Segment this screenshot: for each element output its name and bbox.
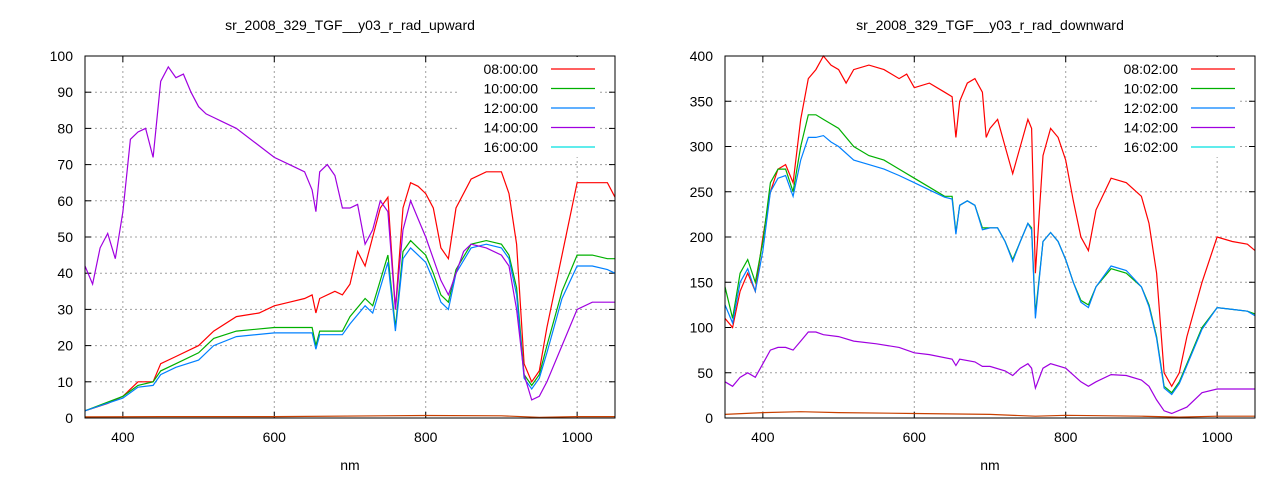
series-line-160200 [724, 411, 1255, 418]
series-line-080200 [724, 54, 1256, 388]
y-tick-label: 70 [57, 157, 73, 173]
y-tick-label: 90 [57, 84, 73, 100]
legend-label: 12:00:00 [484, 100, 539, 116]
chart-title: sr_2008_329_TGF__y03_r_rad_downward [856, 17, 1124, 33]
y-tick-label: 0 [705, 410, 713, 426]
legend-label: 08:02:00 [1124, 61, 1179, 77]
y-tick-label: 200 [690, 229, 714, 245]
y-tick-label: 150 [690, 274, 714, 290]
y-tick-label: 50 [57, 229, 73, 245]
legend-label: 14:00:00 [484, 120, 539, 136]
series-line-120000 [84, 243, 616, 412]
x-tick-label: 1000 [1202, 429, 1233, 445]
legend-label: 16:02:00 [1124, 139, 1179, 155]
x-axis-label: nm [980, 457, 999, 473]
y-tick-label: 40 [57, 265, 73, 281]
legend-label: 08:00:00 [484, 61, 539, 77]
legend-background [460, 57, 600, 157]
legend-label: 10:00:00 [484, 81, 539, 97]
legend-label: 16:00:00 [484, 139, 539, 155]
y-tick-label: 0 [65, 410, 73, 426]
x-tick-label: 800 [1054, 429, 1078, 445]
legend-label: 14:02:00 [1124, 120, 1179, 136]
y-tick-label: 10 [57, 374, 73, 390]
x-tick-label: 800 [414, 429, 438, 445]
series-line-120200 [724, 134, 1256, 396]
x-tick-label: 400 [111, 429, 135, 445]
legend-label: 12:02:00 [1124, 100, 1179, 116]
series-line-140000 [84, 65, 615, 401]
series-line-140200 [724, 331, 1255, 415]
y-tick-label: 50 [697, 365, 713, 381]
legend-label: 10:02:00 [1124, 81, 1179, 97]
y-tick-label: 30 [57, 301, 73, 317]
y-tick-label: 400 [690, 48, 714, 64]
series-line-080000 [84, 171, 616, 412]
x-tick-label: 1000 [562, 429, 593, 445]
y-tick-label: 350 [690, 93, 714, 109]
y-tick-label: 300 [690, 139, 714, 155]
y-tick-label: 100 [50, 48, 74, 64]
series-line-100000 [84, 239, 615, 412]
plot-frame [84, 55, 616, 419]
y-tick-label: 250 [690, 184, 714, 200]
x-tick-label: 400 [751, 429, 775, 445]
x-tick-label: 600 [903, 429, 927, 445]
y-tick-label: 100 [690, 320, 714, 336]
y-tick-label: 80 [57, 120, 73, 136]
legend-background [1100, 57, 1240, 157]
plot-frame [724, 55, 1256, 419]
y-tick-label: 20 [57, 338, 73, 354]
series-line-160000 [84, 414, 615, 418]
x-tick-label: 600 [263, 429, 287, 445]
chart-title: sr_2008_329_TGF__y03_r_rad_upward [225, 17, 475, 33]
x-axis-label: nm [340, 457, 359, 473]
y-tick-label: 60 [57, 193, 73, 209]
